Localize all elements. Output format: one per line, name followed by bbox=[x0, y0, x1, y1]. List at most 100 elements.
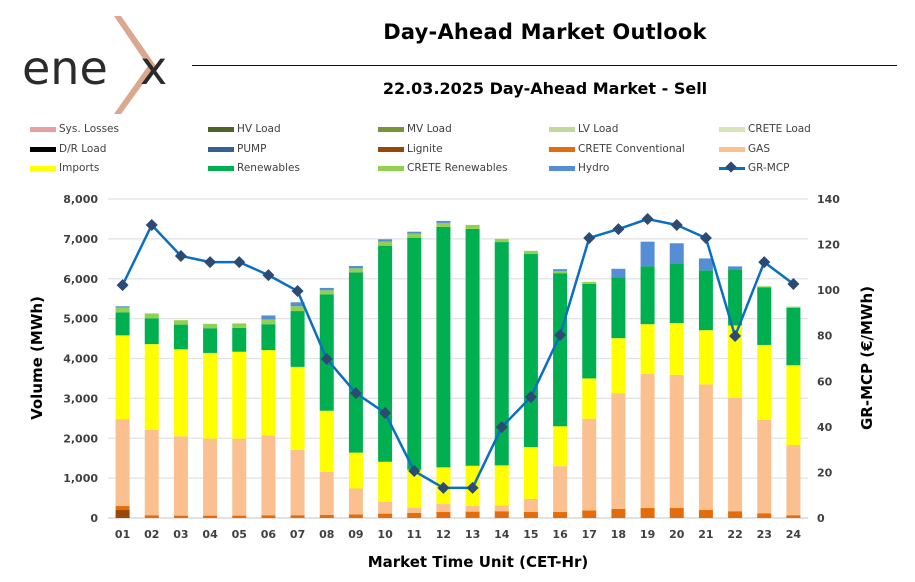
bar-segment-crete-renewables bbox=[757, 286, 772, 288]
bar-segment-crete-conventional bbox=[115, 506, 130, 511]
x-tick-label: 20 bbox=[669, 528, 685, 541]
legend-item: Lignite bbox=[378, 142, 443, 156]
bar-segment-crete-renewables bbox=[203, 323, 218, 329]
bar-segment-hydro bbox=[407, 231, 422, 234]
legend-label: Sys. Losses bbox=[59, 123, 119, 135]
mcp-point-marker bbox=[291, 285, 304, 298]
bar-segment-imports bbox=[173, 349, 188, 437]
bar-segment-gas bbox=[378, 501, 393, 514]
x-tick-label: 02 bbox=[144, 528, 159, 541]
mcp-point-marker bbox=[787, 277, 800, 290]
bar-segment-imports bbox=[553, 426, 568, 467]
legend-swatch bbox=[30, 126, 56, 132]
bar-segment-imports bbox=[348, 452, 363, 489]
bar-segment-crete-conventional bbox=[436, 512, 451, 518]
bar-segment-imports bbox=[757, 344, 772, 420]
x-tick-label: 04 bbox=[202, 528, 218, 541]
bar-segment-renewables bbox=[640, 266, 655, 325]
mcp-point-marker bbox=[437, 481, 450, 494]
bar-segment-imports bbox=[640, 324, 655, 375]
legend-item: MV Load bbox=[378, 122, 452, 136]
x-axis-ticks: 01 02 03 04 05 06 07 08 09 10 11 12 13 14 15 16 17 18 19 20… bbox=[115, 528, 801, 541]
bar-segment-imports bbox=[232, 351, 247, 439]
bar-segment-renewables bbox=[378, 245, 393, 462]
bar-segment-renewables bbox=[611, 277, 626, 339]
bar-segment-crete-renewables bbox=[378, 241, 393, 246]
x-tick-label: 22 bbox=[727, 528, 742, 541]
bar-segment-imports bbox=[407, 469, 422, 508]
mcp-point-marker bbox=[641, 213, 654, 226]
bar-segment-hydro bbox=[611, 268, 626, 278]
y2-axis-title: GR-MCP (€/MWh) bbox=[858, 286, 876, 430]
x-tick-label: 11 bbox=[407, 528, 422, 541]
x-tick-label: 10 bbox=[377, 528, 393, 541]
bar-segment-gas bbox=[173, 436, 188, 516]
mcp-point-marker bbox=[145, 218, 158, 231]
legend-label: GR-MCP bbox=[748, 162, 790, 174]
bar-segment-crete-conventional bbox=[319, 514, 334, 518]
bar-segment-gas bbox=[523, 498, 538, 513]
x-tick-label: 18 bbox=[611, 528, 626, 541]
mcp-point-marker bbox=[554, 329, 567, 342]
bar-segment-gas bbox=[757, 419, 772, 514]
bar-segment-crete-conventional bbox=[698, 510, 713, 518]
legend-swatch bbox=[208, 146, 234, 152]
bar-segment-gas bbox=[203, 438, 218, 516]
bar-segment-hydro bbox=[290, 302, 305, 307]
bar-segment-imports bbox=[290, 366, 305, 450]
mcp-point-marker bbox=[583, 231, 596, 244]
bar-segment-crete-renewables bbox=[494, 238, 509, 243]
legend-swatch bbox=[30, 146, 56, 152]
bar-segment-hydro bbox=[669, 243, 684, 264]
legend-item: GR-MCP bbox=[719, 161, 790, 175]
bar-segment-renewables bbox=[553, 273, 568, 427]
bar-segment-renewables bbox=[494, 242, 509, 466]
bar-segment-hydro bbox=[261, 315, 276, 320]
bar-segment-hydro bbox=[115, 306, 130, 308]
bar-segment-renewables bbox=[698, 270, 713, 331]
y-tick-label: 7,000 bbox=[63, 233, 98, 246]
bar-segment-gas bbox=[640, 374, 655, 509]
x-tick-label: 01 bbox=[115, 528, 130, 541]
x-tick-label: 07 bbox=[290, 528, 305, 541]
legend-item: Sys. Losses bbox=[30, 122, 119, 136]
bar-segment-imports bbox=[115, 335, 130, 420]
mcp-point-marker bbox=[758, 256, 771, 269]
bar-segment-crete-conventional bbox=[144, 515, 159, 518]
legend-item: D/R Load bbox=[30, 142, 106, 156]
x-tick-label: 19 bbox=[640, 528, 655, 541]
x-tick-label: 05 bbox=[232, 528, 247, 541]
y-tick-label: 1,000 bbox=[63, 472, 98, 485]
bar-segment-renewables bbox=[407, 237, 422, 470]
legend-label: GAS bbox=[748, 143, 770, 155]
enex-logo-graphic: ene x bbox=[22, 16, 167, 114]
x-tick-label: 14 bbox=[494, 528, 510, 541]
bar-segment-crete-renewables bbox=[173, 320, 188, 325]
mcp-point-marker bbox=[408, 465, 421, 478]
legend-label: Renewables bbox=[237, 162, 300, 174]
y-tick-label: 5,000 bbox=[63, 313, 98, 326]
legend-swatch bbox=[549, 165, 575, 171]
bar-segment-crete-conventional bbox=[669, 508, 684, 518]
mcp-line-path bbox=[121, 217, 795, 490]
bar-segment-crete-conventional bbox=[611, 508, 626, 518]
right-axis-ticks: 0 20 40 60 80 100 120 140 bbox=[817, 193, 840, 525]
legend-swatch bbox=[719, 126, 745, 132]
bar-segment-renewables bbox=[348, 272, 363, 453]
legend-label: HV Load bbox=[237, 123, 281, 135]
bar-segment-gas bbox=[407, 507, 422, 513]
x-axis-title: Market Time Unit (CET-Hr) bbox=[368, 553, 589, 571]
legend-swatch bbox=[378, 165, 404, 171]
bar-segment-renewables bbox=[173, 324, 188, 350]
bar-segment-gas bbox=[115, 419, 130, 507]
legend-line-marker-icon bbox=[719, 162, 745, 174]
logo-text: ene bbox=[22, 41, 108, 95]
legend-swatch bbox=[549, 126, 575, 132]
bar-segment-crete-conventional bbox=[523, 512, 538, 518]
bar-segment-gas bbox=[786, 445, 801, 516]
legend-label: CRETE Renewables bbox=[407, 162, 508, 174]
bar-segment-crete-conventional bbox=[290, 515, 305, 518]
legend-item: HV Load bbox=[208, 122, 281, 136]
legend-swatch bbox=[208, 165, 234, 171]
bar-segment-imports bbox=[523, 447, 538, 499]
